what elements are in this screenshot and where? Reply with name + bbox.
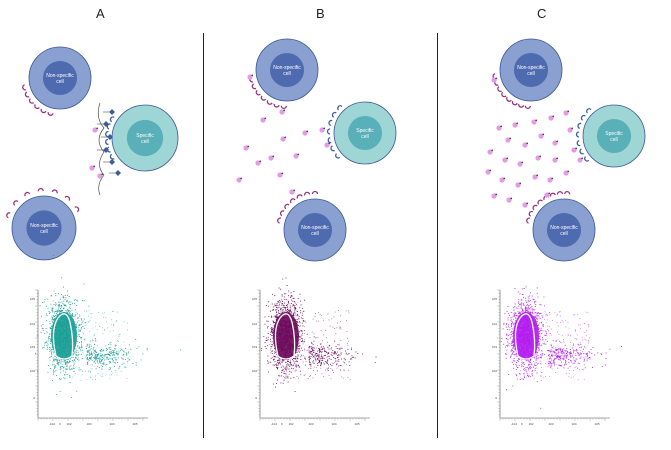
x-tick-label: 103 bbox=[308, 422, 313, 426]
panel-b-letter: B bbox=[316, 6, 325, 21]
gate-outline-inner bbox=[274, 313, 296, 360]
x-tick-label: 104 bbox=[109, 422, 114, 426]
y-tick-label: 104 bbox=[252, 322, 257, 326]
y-tick-label: 102 bbox=[30, 369, 35, 373]
cell-label-line1: Non-specific bbox=[301, 225, 329, 231]
cell-label-line1: Specific bbox=[356, 128, 374, 134]
receptors-a-specific bbox=[105, 116, 115, 160]
flow-plot-b: 105 104 103 102 0 -104 0 102 103 104 105 bbox=[252, 277, 377, 426]
cell-label-line2: cell bbox=[40, 229, 48, 235]
x-tick-label: 105 bbox=[132, 422, 137, 426]
x-tick-label: 0 bbox=[521, 422, 523, 426]
receptors-a-top bbox=[22, 84, 54, 116]
receptors-b-specific bbox=[326, 105, 343, 159]
divider-left bbox=[203, 33, 204, 438]
gate-outline-inner bbox=[514, 313, 536, 360]
molecules-b bbox=[236, 74, 331, 195]
y-tick-label: 102 bbox=[492, 369, 497, 373]
y-tick-label: 105 bbox=[252, 297, 257, 301]
y-tick-label: 103 bbox=[30, 345, 35, 349]
gate-outline-inner bbox=[52, 313, 74, 360]
gate-outline-outer bbox=[509, 305, 541, 367]
flow-plot-a: 105 104 103 102 0 -104 0 102 103 104 105 bbox=[30, 254, 182, 426]
x-tick-label: 103 bbox=[548, 422, 553, 426]
x-tick-label: -104 bbox=[271, 422, 277, 426]
cell-label-line2: cell bbox=[283, 71, 291, 77]
x-tick-label: 0 bbox=[59, 422, 61, 426]
y-tick-label: 0 bbox=[495, 396, 497, 400]
cell-label-line2: cell bbox=[361, 134, 369, 140]
y-tick-label: 103 bbox=[252, 345, 257, 349]
cell-label-line1: Non-specific bbox=[550, 225, 578, 231]
y-tick-label: 103 bbox=[492, 345, 497, 349]
cell-label-line2: cell bbox=[311, 231, 319, 237]
x-tick-label: 0 bbox=[281, 422, 283, 426]
cell-label-line2: cell bbox=[610, 137, 618, 143]
cell-label-line1: Non-specific bbox=[517, 65, 545, 71]
y-tick-label: 102 bbox=[252, 369, 257, 373]
receptors-c-specific bbox=[575, 108, 592, 162]
receptors-a-bottom bbox=[6, 188, 80, 219]
cell-label-line1: Non-specific bbox=[46, 73, 74, 79]
panel-c-letter: C bbox=[537, 6, 547, 21]
receptors-c-bottom bbox=[526, 191, 571, 224]
linker-chain-a bbox=[97, 102, 105, 196]
divider-right bbox=[437, 33, 438, 438]
y-tick-label: 105 bbox=[492, 297, 497, 301]
x-tick-label: 104 bbox=[571, 422, 576, 426]
molecules-c bbox=[485, 77, 584, 208]
x-tick-label: 105 bbox=[354, 422, 359, 426]
x-tick-label: 102 bbox=[66, 422, 71, 426]
y-tick-label: 105 bbox=[30, 297, 35, 301]
x-tick-label: -104 bbox=[511, 422, 517, 426]
cell-label-line1: Specific bbox=[605, 131, 623, 137]
cell-label-line1: Non-specific bbox=[30, 223, 58, 229]
bispecific-molecules-a bbox=[97, 109, 121, 176]
molecules-a bbox=[89, 127, 104, 179]
x-tick-label: -104 bbox=[49, 422, 55, 426]
x-tick-label: 102 bbox=[528, 422, 533, 426]
cell-label-line2: cell bbox=[560, 231, 568, 237]
x-tick-label: 102 bbox=[288, 422, 293, 426]
flow-plot-c: 105 104 103 102 0 -104 0 102 103 104 105 bbox=[492, 286, 622, 426]
cell-label-line1: Non-specific bbox=[273, 65, 301, 71]
gate-outline-outer bbox=[269, 305, 301, 367]
gate-outline-outer bbox=[47, 305, 79, 367]
y-tick-label: 104 bbox=[30, 322, 35, 326]
cell-label-line2: cell bbox=[527, 71, 535, 77]
x-tick-label: 105 bbox=[594, 422, 599, 426]
cell-label-line2: cell bbox=[56, 79, 64, 85]
receptors-c-top bbox=[492, 73, 531, 109]
x-tick-label: 103 bbox=[86, 422, 91, 426]
x-tick-label: 104 bbox=[331, 422, 336, 426]
receptors-b-bottom bbox=[277, 190, 319, 224]
y-tick-label: 104 bbox=[492, 322, 497, 326]
y-tick-label: 0 bbox=[33, 396, 35, 400]
receptors-b-top bbox=[249, 76, 287, 109]
panel-a-letter: A bbox=[96, 6, 105, 21]
cell-label-line1: Specific bbox=[136, 133, 154, 139]
cell-label-line2: cell bbox=[141, 139, 149, 145]
y-tick-label: 0 bbox=[255, 396, 257, 400]
